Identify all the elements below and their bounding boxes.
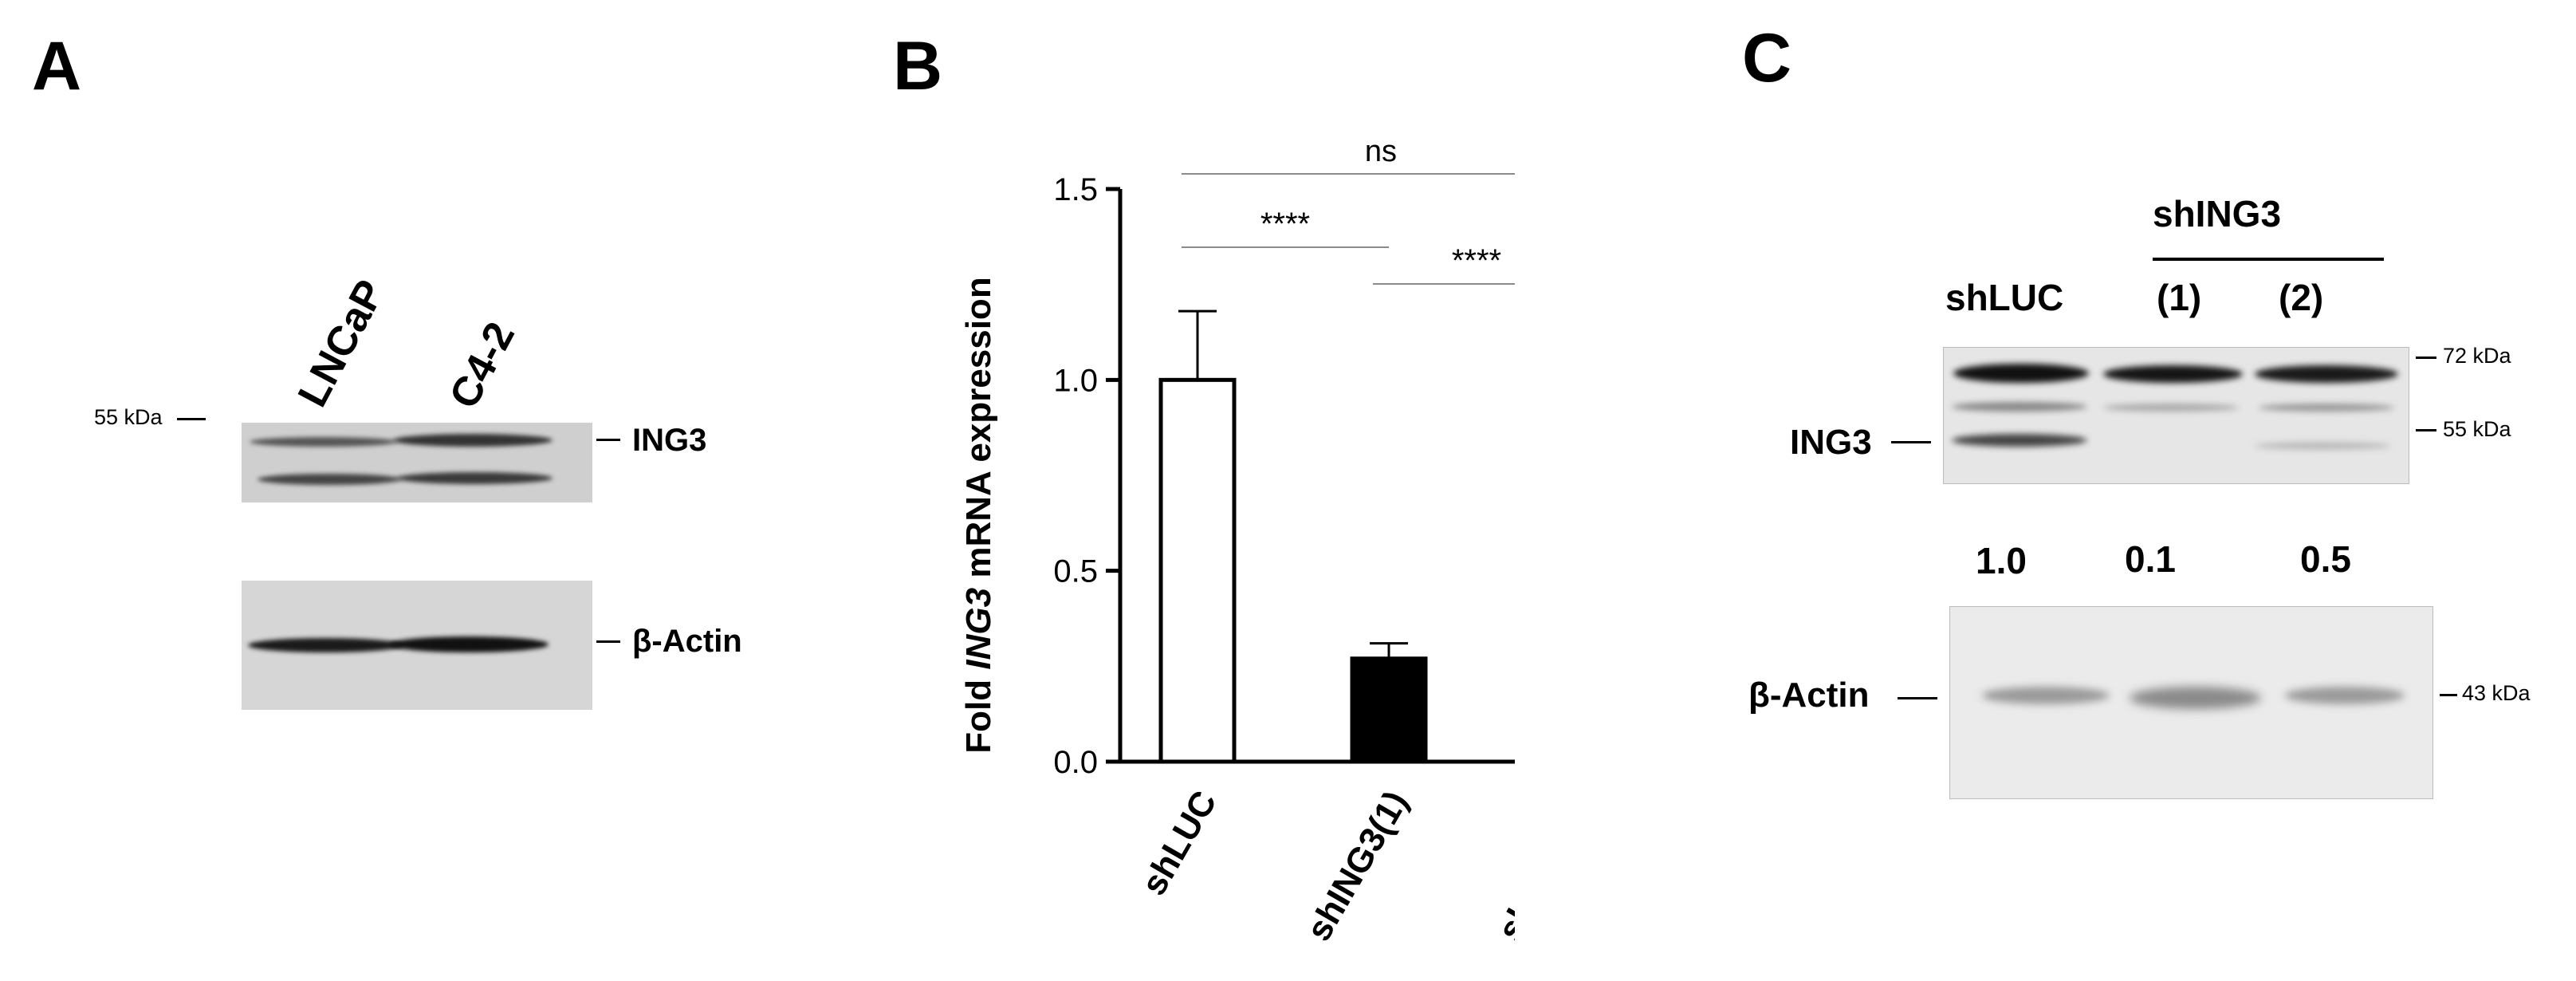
band: [2285, 687, 2405, 704]
panel-a-letter: A: [32, 28, 82, 104]
band: [389, 636, 549, 652]
y-tick-label: 0.0: [1053, 745, 1098, 780]
y-tick-label: 1.5: [1053, 172, 1098, 207]
category-label: shING3(1): [1299, 785, 1415, 948]
band: [1953, 364, 2089, 383]
western-blot-ing3-c: [1943, 347, 2409, 484]
lane-label-c4-2: C4-2: [440, 314, 525, 416]
significance-label: ****: [1452, 243, 1501, 278]
band: [2130, 687, 2261, 709]
marker-43kda-c: 43 kDa: [2462, 681, 2531, 705]
western-blot-ing3-a: [242, 423, 592, 502]
y-axis-label: Fold ING3 mRNA expression: [959, 277, 998, 753]
band-label-ing3-c: ING3: [1790, 423, 1872, 462]
band-label-actin-c: β-Actin: [1748, 676, 1870, 715]
marker-55kda-a: 55 kDa: [94, 405, 163, 429]
marker-tick-55-c: [2416, 429, 2436, 431]
category-label: shING3(2): [1490, 785, 1515, 948]
band: [2259, 404, 2394, 412]
lane-label-1-c: (1): [2157, 277, 2202, 318]
marker-tick-a: [177, 418, 206, 420]
category-label: shLUC: [1134, 785, 1224, 902]
band: [1982, 687, 2110, 704]
panel-b-letter: B: [893, 28, 943, 104]
quant-value-2: 0.5: [2300, 538, 2351, 580]
western-blot-actin-a: [242, 581, 592, 710]
band: [250, 437, 397, 447]
quant-value-shluc: 1.0: [1976, 540, 2027, 581]
lane-label-shluc-c: shLUC: [1945, 277, 2064, 318]
panel-c-letter: C: [1742, 20, 1792, 97]
band: [1952, 402, 2087, 412]
band: [1952, 434, 2087, 447]
western-blot-actin-c: [1949, 606, 2433, 799]
significance-label: ns: [1365, 135, 1397, 168]
band: [258, 474, 401, 485]
band: [2103, 365, 2243, 383]
significance-label: ****: [1260, 207, 1310, 242]
ing3-tick-c: [1891, 441, 1931, 443]
y-tick-label: 0.5: [1053, 554, 1098, 589]
ing3-tick-a: [596, 439, 620, 441]
quant-value-1: 0.1: [2125, 538, 2176, 580]
bar-chart-b: 0.0 0.5 1.0 1.5 Fold ING3 mRNA expression shL…: [959, 135, 1515, 948]
band: [2103, 404, 2239, 412]
bar-1: [1158, 377, 1237, 764]
y-tick-label: 1.0: [1053, 363, 1098, 398]
band: [393, 434, 553, 447]
band-label-actin-a: β-Actin: [632, 624, 742, 659]
group-bracket-line: [2153, 258, 2384, 261]
actin-tick-a: [596, 640, 620, 643]
marker-tick-43-c: [2440, 694, 2457, 696]
band: [397, 472, 553, 484]
band: [2255, 365, 2398, 383]
lane-label-lncap: LNCaP: [289, 272, 395, 415]
lane-label-2-c: (2): [2279, 277, 2324, 318]
band: [2255, 442, 2390, 450]
marker-72kda-c: 72 kDa: [2443, 344, 2511, 368]
group-label-shing3: shING3: [2153, 193, 2282, 234]
marker-55kda-c: 55 kDa: [2443, 417, 2511, 441]
bar-2: [1350, 656, 1428, 764]
actin-tick-c: [1898, 697, 1937, 699]
marker-tick-72-c: [2416, 357, 2436, 359]
band: [248, 638, 403, 652]
band-label-ing3-a: ING3: [632, 423, 707, 458]
